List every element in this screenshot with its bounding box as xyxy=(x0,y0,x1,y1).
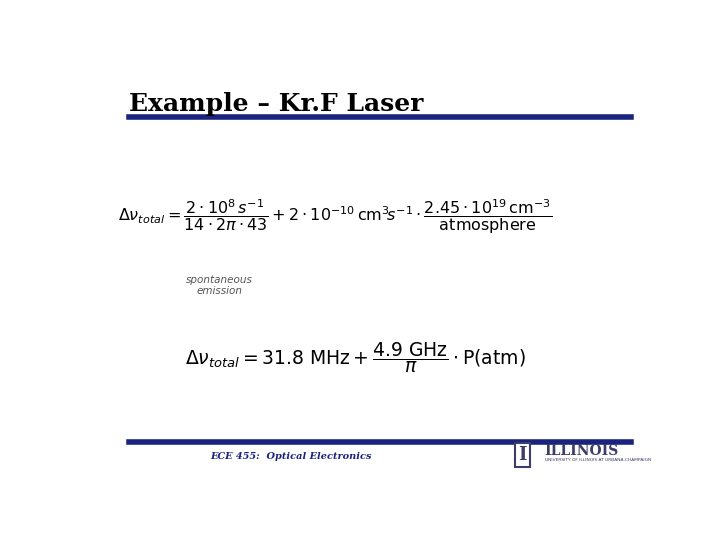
Text: $\Delta\nu_{total} = 31.8\ \mathrm{MHz} + \dfrac{4.9\ \mathrm{GHz}}{\pi} \cdot \: $\Delta\nu_{total} = 31.8\ \mathrm{MHz} … xyxy=(185,341,526,375)
Text: I: I xyxy=(518,446,527,464)
Text: ECE 455:  Optical Electronics: ECE 455: Optical Electronics xyxy=(210,453,372,461)
Text: $\Delta\nu_{total} = \dfrac{2 \cdot 10^{8}\,s^{-1}}{14 \cdot 2\pi \cdot 43} + 2 : $\Delta\nu_{total} = \dfrac{2 \cdot 10^{… xyxy=(118,197,552,236)
Text: ILLINOIS: ILLINOIS xyxy=(545,444,619,458)
Text: UNIVERSITY OF ILLINOIS AT URBANA-CHAMPAIGN: UNIVERSITY OF ILLINOIS AT URBANA-CHAMPAI… xyxy=(545,458,651,462)
Text: Example – Kr.F Laser: Example – Kr.F Laser xyxy=(129,92,423,116)
Text: spontaneous
emission: spontaneous emission xyxy=(186,275,253,296)
